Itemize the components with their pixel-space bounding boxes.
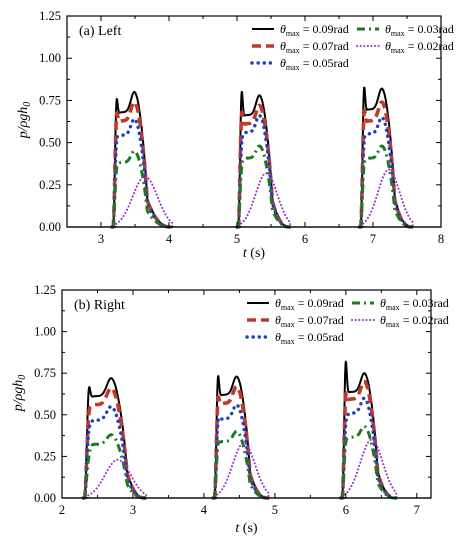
y-axis-label: p/ρgh0	[16, 102, 33, 140]
series-line-0.02rad-impact-3	[339, 438, 398, 499]
series-line-0.05rad-impact-2	[235, 113, 293, 229]
x-tick-label: 3	[130, 503, 136, 517]
x-tick-label: 4	[166, 232, 173, 246]
y-tick-label: 1.00	[34, 325, 56, 339]
series-line-0.02rad-impact-2	[212, 442, 271, 499]
series-line-0.05rad-impact-1	[110, 117, 175, 229]
series-line-0.07rad-impact-1	[81, 386, 148, 500]
x-axis-label: t (s)	[235, 521, 258, 536]
plot-area	[81, 360, 399, 500]
series-line-0.02rad-impact-3	[358, 168, 415, 228]
x-tick-label: 3	[98, 232, 104, 246]
series-line-0.02rad-impact-1	[82, 458, 148, 499]
y-tick-label: 0.00	[39, 220, 61, 234]
plot-area	[110, 86, 415, 229]
series-line-0.07rad-impact-3	[339, 379, 399, 500]
x-tick-label: 6	[302, 232, 308, 246]
y-axis-label: p/ρgh0	[11, 375, 28, 413]
y-tick-label: 0.00	[34, 491, 56, 505]
series-line-0.03rad-impact-2	[212, 429, 271, 500]
y-tick-label: 0.75	[34, 366, 56, 380]
y-tick-label: 1.00	[39, 51, 61, 65]
series-line-0.02rad-impact-2	[236, 171, 292, 228]
series-line-0.03rad-impact-1	[82, 433, 148, 500]
series-line-0.03rad-impact-1	[110, 149, 174, 229]
series-line-0.03rad-impact-3	[358, 144, 415, 229]
legend-entry-0.05rad: θmax = 0.05rad	[280, 56, 349, 72]
y-tick-label: 0.25	[39, 178, 61, 192]
x-tick-label: 8	[438, 232, 444, 246]
x-tick-label: 5	[272, 503, 278, 517]
legend-entry-0.03rad: θmax = 0.03rad	[380, 296, 449, 312]
legend-entry-0.02rad: θmax = 0.02rad	[385, 39, 454, 55]
legend-entry-0.05rad: θmax = 0.05rad	[275, 330, 344, 346]
series-line-0.05rad-impact-3	[339, 396, 399, 500]
panel-label: (a) Left	[79, 24, 121, 39]
x-tick-label: 5	[234, 232, 240, 246]
legend-entry-0.09rad: θmax = 0.09rad	[275, 296, 344, 312]
x-tick-label: 6	[343, 503, 349, 517]
x-tick-label: 7	[414, 503, 420, 517]
y-tick-label: 1.25	[34, 283, 56, 297]
legend-entry-0.07rad: θmax = 0.07rad	[275, 313, 344, 329]
series-line-0.05rad-impact-2	[211, 403, 271, 500]
series-line-0.02rad-impact-1	[110, 175, 174, 228]
x-tick-label: 7	[370, 232, 376, 246]
y-tick-label: 0.75	[39, 93, 61, 107]
legend-entry-0.02rad: θmax = 0.02rad	[380, 313, 449, 329]
legend-entry-0.09rad: θmax = 0.09rad	[280, 22, 349, 38]
y-tick-label: 0.50	[34, 408, 56, 422]
series-line-0.07rad-impact-2	[211, 384, 271, 500]
series-line-0.03rad-impact-3	[339, 424, 399, 500]
panel-right: 2 3 4 5 6 7 0.00 0.25 0.50 0.75 1.00 1.25 t (s) p/ρgh…	[11, 283, 449, 536]
panel-label: (b) Right	[74, 298, 125, 313]
x-tick-label: 2	[59, 503, 65, 517]
series-line-0.07rad-impact-1	[110, 100, 174, 229]
series-line-0.03rad-impact-2	[235, 144, 292, 229]
y-tick-label: 1.25	[39, 9, 61, 23]
y-tick-label: 0.25	[34, 449, 56, 463]
panel-left: 3 4 5 6 7 8 0.00 0.25 0.50 0.75 1.00 1.25 t (s) p/ρgh…	[16, 9, 454, 261]
x-axis-label: t (s)	[243, 246, 266, 261]
series-line-0.07rad-impact-2	[235, 103, 293, 229]
legend-entry-0.03rad: θmax = 0.03rad	[385, 22, 454, 38]
series-line-0.05rad-impact-1	[81, 404, 149, 500]
y-tick-label: 0.50	[39, 136, 61, 150]
x-tick-label: 4	[201, 503, 208, 517]
series-line-0.09rad-impact-1	[111, 90, 174, 228]
legend-entry-0.07rad: θmax = 0.07rad	[280, 39, 349, 55]
